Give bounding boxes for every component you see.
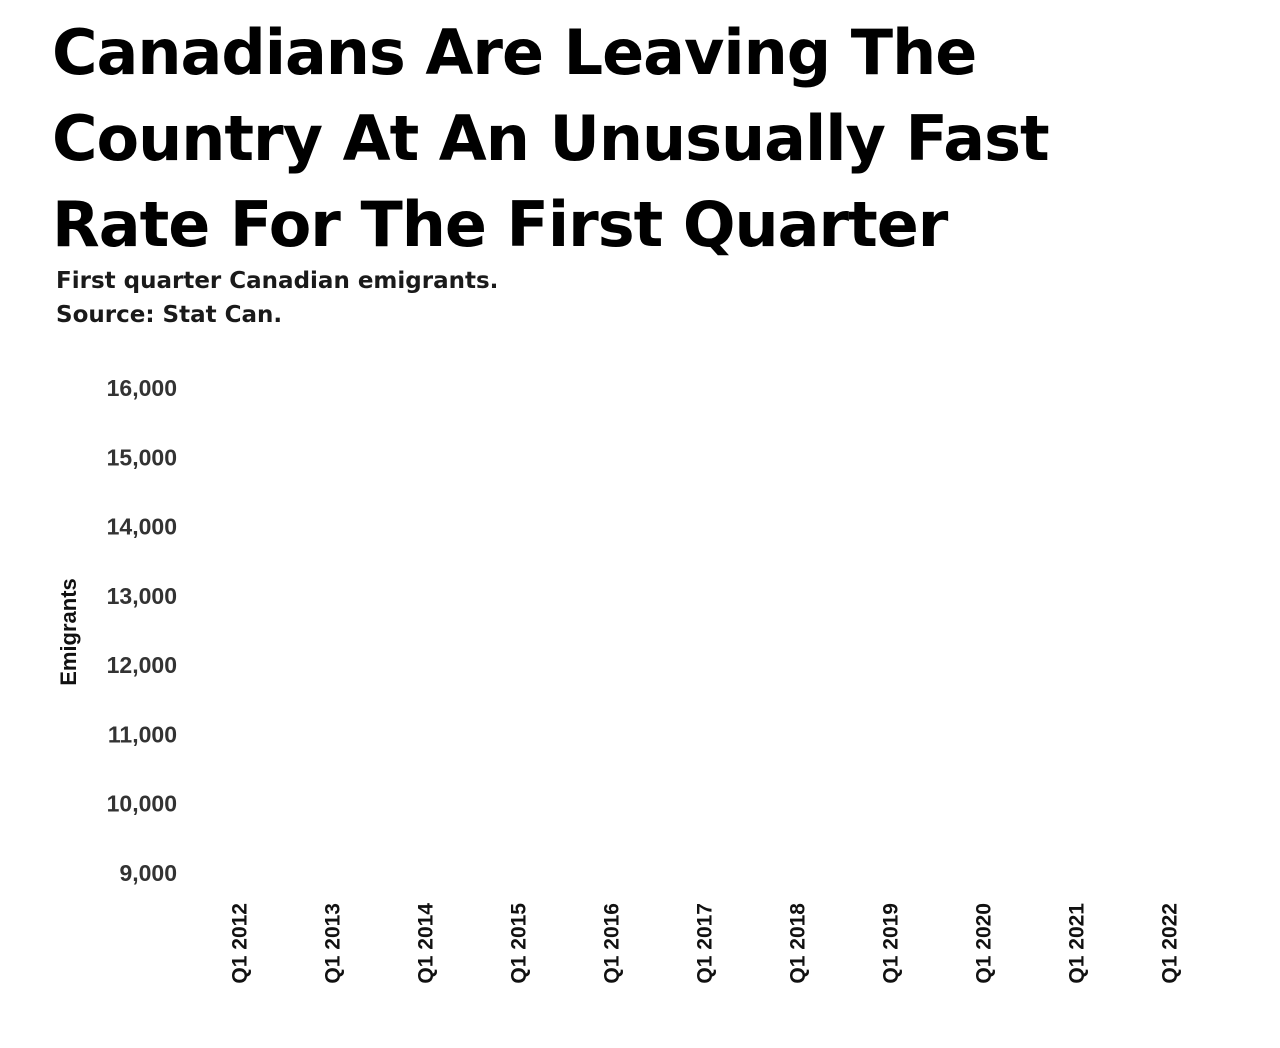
y-tick-label: 14,000: [107, 514, 177, 540]
x-tick-label: Q1 2014: [415, 903, 438, 984]
y-tick-label: 9,000: [119, 860, 177, 886]
y-tick-label: 10,000: [107, 791, 177, 817]
x-tick-label: Q1 2017: [694, 903, 717, 984]
chart-title-line: Rate For The First Quarter: [52, 188, 948, 261]
y-axis-label: Emigrants: [56, 578, 81, 686]
x-axis: Q1 2012 Q1 2013 Q1 2014 Q1 2015 Q1 2016 Q1 20…: [229, 903, 1182, 984]
subtitle-source: Source: Stat Can.: [56, 302, 283, 328]
x-tick-label: Q1 2022: [1159, 903, 1182, 984]
x-tick-label: Q1 2018: [787, 903, 810, 984]
chart-title-line: Canadians Are Leaving The: [52, 16, 977, 89]
y-axis: 16,000 15,000 14,000 13,000 12,000 11,000 10,0…: [107, 375, 177, 886]
x-tick-label: Q1 2019: [880, 903, 903, 984]
chart-subtitle: First quarter Canadian emigrants. Source…: [56, 264, 498, 332]
x-tick-label: Q1 2020: [973, 903, 996, 984]
chart-title-line: Country At An Unusually Fast: [52, 102, 1050, 175]
subtitle-description: First quarter Canadian emigrants.: [56, 268, 499, 294]
x-tick-label: Q1 2012: [229, 903, 252, 984]
x-tick-label: Q1 2013: [322, 903, 345, 984]
y-tick-label: 13,000: [107, 583, 177, 609]
x-tick-label: Q1 2015: [508, 903, 531, 984]
x-tick-label: Q1 2021: [1066, 903, 1089, 984]
y-tick-label: 11,000: [108, 721, 177, 747]
y-tick-label: 16,000: [107, 375, 177, 401]
chart-title: Canadians Are Leaving The Country At An …: [52, 10, 1252, 268]
y-tick-label: 15,000: [107, 444, 177, 470]
y-tick-label: 12,000: [107, 652, 177, 678]
x-tick-label: Q1 2016: [601, 903, 624, 984]
